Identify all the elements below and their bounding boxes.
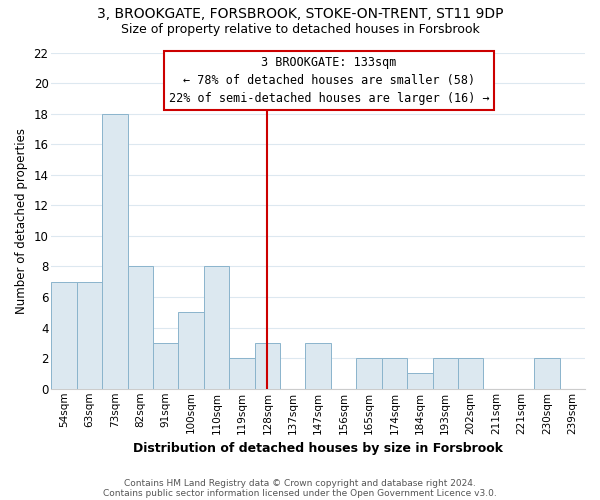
Bar bbox=[52, 282, 77, 389]
Bar bbox=[77, 282, 102, 389]
Bar bbox=[254, 343, 280, 389]
Bar bbox=[128, 266, 153, 389]
Text: 3 BROOKGATE: 133sqm
← 78% of detached houses are smaller (58)
22% of semi-detach: 3 BROOKGATE: 133sqm ← 78% of detached ho… bbox=[169, 56, 489, 105]
Bar bbox=[433, 358, 458, 389]
Bar bbox=[229, 358, 254, 389]
Bar bbox=[153, 343, 178, 389]
Bar bbox=[534, 358, 560, 389]
X-axis label: Distribution of detached houses by size in Forsbrook: Distribution of detached houses by size … bbox=[133, 442, 503, 455]
Bar bbox=[102, 114, 128, 389]
Text: Contains HM Land Registry data © Crown copyright and database right 2024.: Contains HM Land Registry data © Crown c… bbox=[124, 478, 476, 488]
Bar bbox=[356, 358, 382, 389]
Text: Size of property relative to detached houses in Forsbrook: Size of property relative to detached ho… bbox=[121, 22, 479, 36]
Y-axis label: Number of detached properties: Number of detached properties bbox=[15, 128, 28, 314]
Text: 3, BROOKGATE, FORSBROOK, STOKE-ON-TRENT, ST11 9DP: 3, BROOKGATE, FORSBROOK, STOKE-ON-TRENT,… bbox=[97, 8, 503, 22]
Bar bbox=[382, 358, 407, 389]
Bar bbox=[305, 343, 331, 389]
Bar bbox=[407, 374, 433, 389]
Text: Contains public sector information licensed under the Open Government Licence v3: Contains public sector information licen… bbox=[103, 488, 497, 498]
Bar bbox=[204, 266, 229, 389]
Bar bbox=[178, 312, 204, 389]
Bar bbox=[458, 358, 484, 389]
